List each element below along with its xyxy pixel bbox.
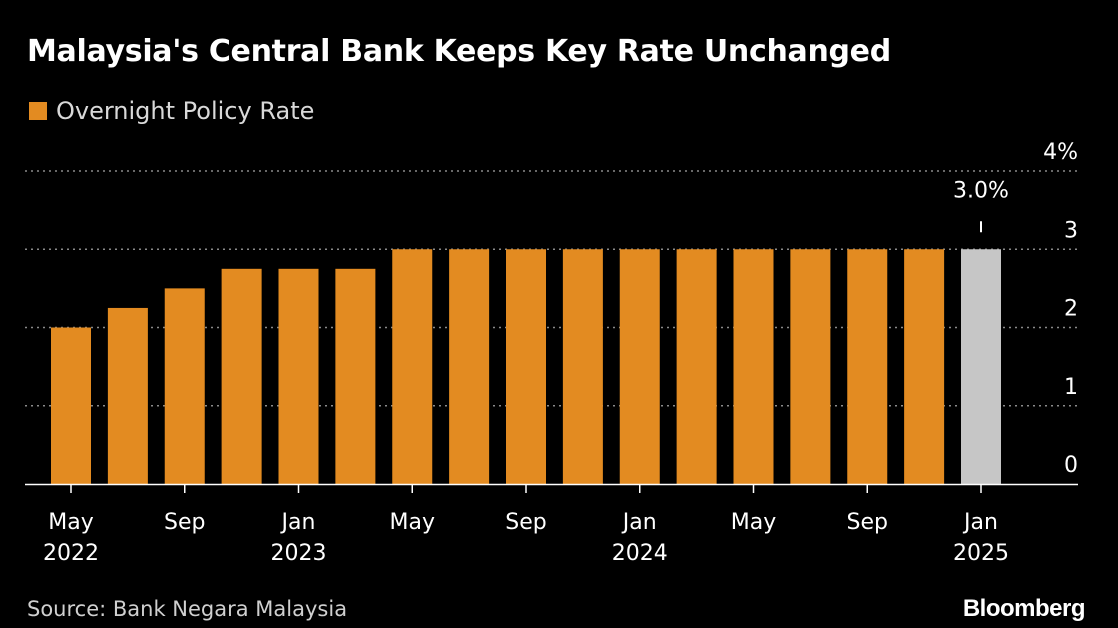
bar xyxy=(164,288,205,484)
x-tick-label: May xyxy=(48,510,93,535)
y-tick-label: 0 xyxy=(1064,453,1078,478)
x-tick-year-label: 2023 xyxy=(271,541,327,566)
bar xyxy=(961,249,1001,484)
bar xyxy=(904,249,945,484)
bar xyxy=(733,249,774,484)
x-tick-label: Sep xyxy=(505,510,546,535)
x-tick-label: Jan xyxy=(962,510,998,535)
bar xyxy=(221,268,262,484)
bar xyxy=(676,249,717,484)
x-tick-year-label: 2025 xyxy=(953,541,1009,566)
x-tick-label: Jan xyxy=(280,510,316,535)
bar xyxy=(335,268,376,484)
bar xyxy=(619,249,660,484)
data-label: 3.0% xyxy=(953,178,1009,203)
bar xyxy=(107,307,148,484)
bar xyxy=(449,249,490,484)
x-tick-label: Sep xyxy=(164,510,205,535)
y-tick-label: 1 xyxy=(1064,375,1078,400)
x-tick-year-label: 2022 xyxy=(43,541,99,566)
bar xyxy=(506,249,546,484)
x-tick-label: May xyxy=(390,510,435,535)
x-tick-label: Jan xyxy=(621,510,657,535)
x-tick-label: May xyxy=(731,510,776,535)
y-tick-label: 2 xyxy=(1064,297,1078,322)
bar xyxy=(278,268,319,484)
y-tick-label: 4% xyxy=(1043,140,1078,165)
x-tick-year-label: 2024 xyxy=(612,541,668,566)
chart-title: Malaysia's Central Bank Keeps Key Rate U… xyxy=(27,34,891,69)
legend: Overnight Policy Rate xyxy=(29,97,314,125)
bar xyxy=(51,327,91,484)
legend-swatch xyxy=(29,102,47,120)
bloomberg-logo: Bloomberg xyxy=(962,595,1086,622)
source-note: Source: Bank Negara Malaysia xyxy=(27,597,348,621)
bar xyxy=(790,249,831,484)
legend-label: Overnight Policy Rate xyxy=(56,97,315,125)
y-tick-label: 3 xyxy=(1064,218,1078,243)
bar xyxy=(847,249,888,484)
bar xyxy=(562,249,603,484)
x-tick-label: Sep xyxy=(847,510,888,535)
bar xyxy=(392,249,433,484)
